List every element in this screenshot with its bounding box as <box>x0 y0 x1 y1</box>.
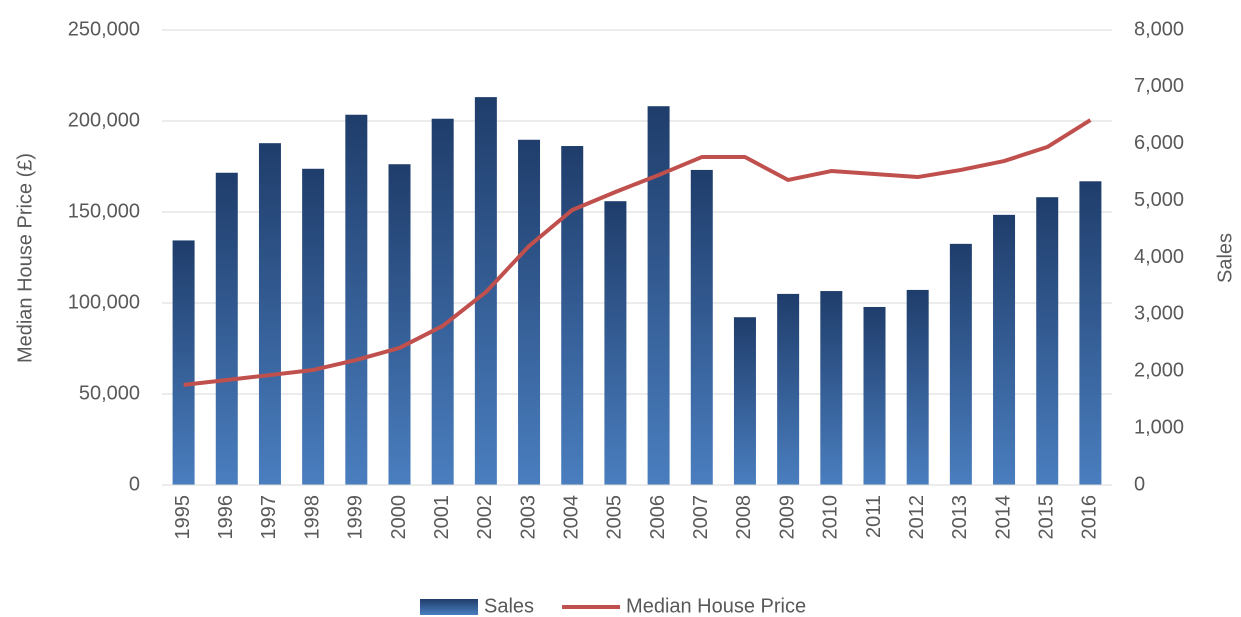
y-tick-label: 200,000 <box>68 109 140 131</box>
x-tick-label: 2006 <box>647 495 669 540</box>
y-tick-label: 250,000 <box>68 18 140 40</box>
bar <box>647 106 670 486</box>
y2-tick-label: 1,000 <box>1134 416 1184 438</box>
bar <box>820 291 843 485</box>
bar <box>258 143 281 485</box>
bar <box>690 169 713 485</box>
y2-tick-label: 3,000 <box>1134 303 1184 325</box>
y-tick-label: 0 <box>129 473 140 495</box>
x-tick-label: 2005 <box>604 495 626 540</box>
y-tick-label: 50,000 <box>79 382 140 404</box>
x-tick-label: 1999 <box>345 495 367 540</box>
y2-tick-label: 0 <box>1134 473 1145 495</box>
bar <box>172 240 195 485</box>
x-tick-label: 1997 <box>258 495 280 540</box>
x-tick-label: 1996 <box>215 495 237 540</box>
y2-tick-label: 7,000 <box>1134 75 1184 97</box>
bar <box>733 317 756 485</box>
bar <box>993 214 1016 485</box>
x-tick-label: 2008 <box>733 495 755 540</box>
bar <box>1079 181 1102 485</box>
line <box>183 118 1092 387</box>
x-tick-label: 2000 <box>388 495 410 540</box>
y2-tick-label: 5,000 <box>1134 189 1184 211</box>
x-tick-label: 2015 <box>1036 495 1058 540</box>
bar <box>863 306 886 485</box>
bar <box>215 172 238 485</box>
y-tick-label: 100,000 <box>68 291 140 313</box>
bar <box>388 164 411 485</box>
legend-label: Median House Price <box>626 595 806 617</box>
x-tick-label: 2011 <box>863 495 885 538</box>
bar <box>518 139 541 486</box>
x-tick-label: 2009 <box>776 495 798 540</box>
bar <box>1036 197 1059 485</box>
x-tick-label: 2004 <box>561 495 583 540</box>
x-tick-label: 2002 <box>474 495 496 540</box>
bar <box>604 201 627 485</box>
y2-axis-title: Sales <box>1214 233 1236 283</box>
x-tick-label: 2016 <box>1079 495 1101 540</box>
x-tick-label: 2013 <box>949 495 971 540</box>
y-axis-title: Median House Price (£) <box>14 153 36 363</box>
y2-tick-label: 2,000 <box>1134 360 1184 382</box>
bar <box>561 146 584 485</box>
x-tick-label: 2012 <box>906 495 928 540</box>
x-tick-label: 1995 <box>172 495 194 540</box>
y2-tick-label: 8,000 <box>1134 18 1184 40</box>
bar <box>431 118 454 485</box>
bar <box>777 293 800 485</box>
bar <box>906 289 929 485</box>
x-tick-label: 2003 <box>517 495 539 540</box>
y-tick-label: 150,000 <box>68 200 140 222</box>
legend-swatch <box>420 599 478 615</box>
y2-tick-label: 4,000 <box>1134 246 1184 268</box>
y2-tick-label: 6,000 <box>1134 132 1184 154</box>
x-tick-label: 2014 <box>992 495 1014 540</box>
bar <box>302 168 325 485</box>
x-tick-label: 1998 <box>301 495 323 540</box>
bar <box>949 243 972 485</box>
bar <box>345 114 368 486</box>
x-tick-label: 2001 <box>431 495 453 540</box>
x-tick-label: 2007 <box>690 495 712 540</box>
legend-label: Sales <box>484 595 534 617</box>
x-tick-label: 2010 <box>820 495 842 540</box>
